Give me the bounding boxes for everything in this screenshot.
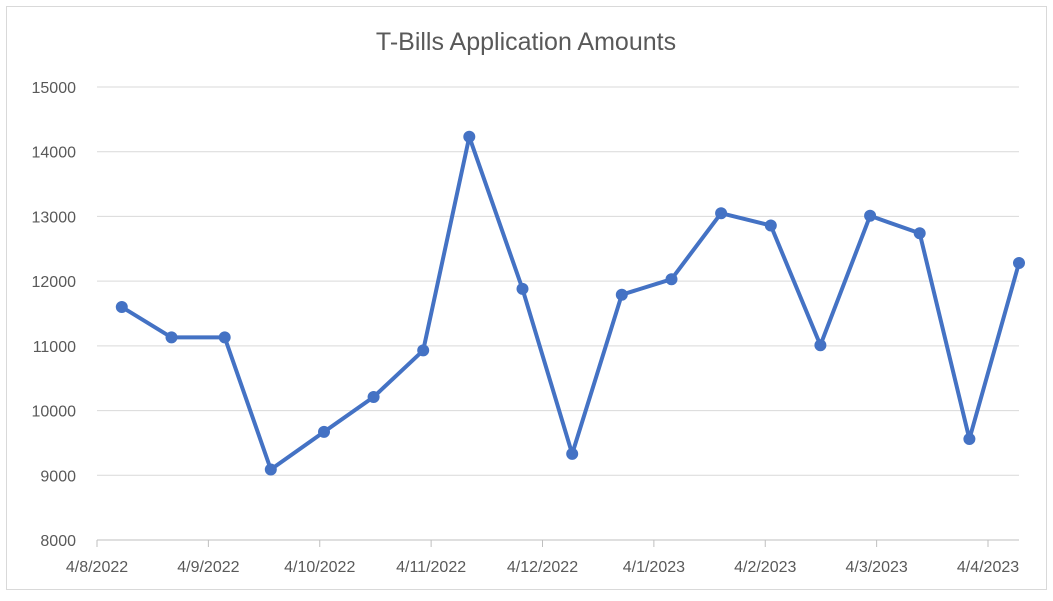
data-point [367,391,380,403]
series-layer [115,130,1025,476]
y-tick-label: 12000 [32,274,77,291]
data-point [864,209,877,222]
x-tick-label: 4/2/2023 [734,559,796,576]
data-point [115,301,128,313]
x-tick-label: 4/12/2022 [507,559,578,576]
y-axis: 8000 9000 10000 11000 12000 13000 14000 15000 [32,80,77,550]
data-point [814,339,827,352]
data-point [615,288,628,301]
x-tick-label: 4/8/2022 [66,559,128,576]
x-tick-label: 4/4/2023 [957,559,1019,576]
data-point [264,463,277,476]
chart-title: T-Bills Application Amounts [376,28,676,56]
data-point [665,273,678,286]
data-point [516,282,529,295]
y-tick-label: 8000 [40,533,76,550]
x-tick-label: 4/9/2022 [177,559,239,576]
x-axis: 4/8/2022 4/9/2022 4/10/2022 4/11/2022 4/12/2… [66,540,1019,576]
y-tick-label: 15000 [32,80,77,97]
y-tick-label: 13000 [32,209,77,226]
data-point [1013,257,1025,269]
data-point [764,219,777,232]
data-point [165,331,178,344]
x-tick-label: 4/3/2023 [845,559,907,576]
data-point [417,344,430,357]
x-tick-label: 4/10/2022 [284,559,355,576]
y-tick-label: 9000 [40,468,76,485]
data-point [913,227,926,240]
data-point [218,331,231,344]
y-tick-label: 14000 [32,145,77,162]
data-point [566,447,579,460]
data-point [463,130,476,143]
x-tick-label: 4/11/2022 [396,559,466,576]
x-tick-label: 4/1/2023 [623,559,685,576]
y-tick-label: 11000 [33,339,76,356]
y-tick-label: 10000 [32,404,77,421]
data-point [318,425,330,438]
data-point [715,207,728,220]
data-point [963,433,976,445]
